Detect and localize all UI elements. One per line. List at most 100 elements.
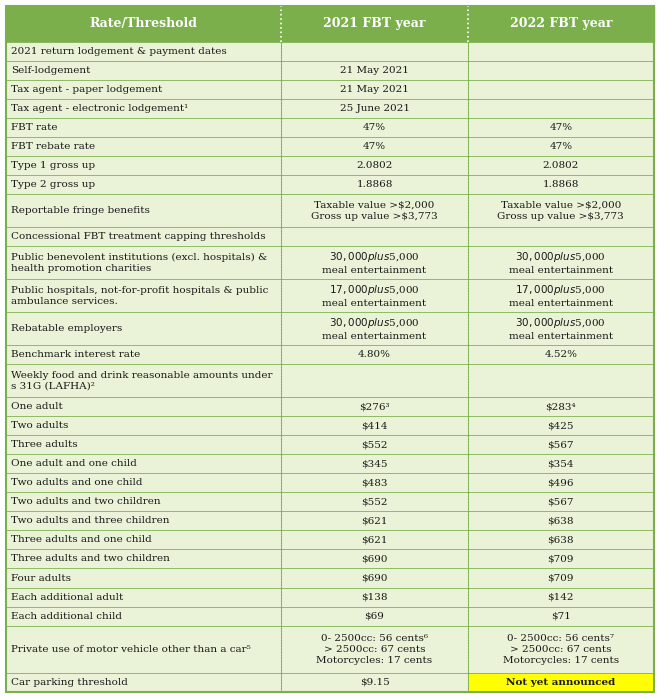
Bar [6,492,281,512]
Bar [6,607,281,625]
Text: $17,000 plus $5,000
meal entertainment: $17,000 plus $5,000 meal entertainment [509,283,613,308]
Text: $283⁴: $283⁴ [546,402,576,411]
Text: Private use of motor vehicle other than a car⁵: Private use of motor vehicle other than … [11,645,251,654]
Text: Three adults and two children: Three adults and two children [11,554,170,563]
Bar [281,156,468,175]
Bar [468,61,654,80]
Text: Car parking threshold: Car parking threshold [11,678,128,687]
Bar [468,156,654,175]
Bar [468,138,654,156]
Text: Self-lodgement: Self-lodgement [11,66,90,75]
Bar [468,194,654,228]
Text: Concessional FBT treatment capping thresholds: Concessional FBT treatment capping thres… [11,232,265,242]
Text: Type 1 gross up: Type 1 gross up [11,161,95,170]
Text: Two adults and three children: Two adults and three children [11,517,170,526]
Bar [281,345,468,364]
Text: 47%: 47% [549,123,572,132]
Text: 25 June 2021: 25 June 2021 [339,104,410,113]
Bar [468,246,654,279]
Bar [468,397,654,416]
Text: 2.0802: 2.0802 [356,161,393,170]
Text: Tax agent - paper lodgement: Tax agent - paper lodgement [11,85,162,94]
Bar [281,625,468,673]
Text: 47%: 47% [549,142,572,151]
Text: $690: $690 [361,574,388,583]
Bar [6,473,281,492]
Text: Weekly food and drink reasonable amounts under
s 31G (LAFHA)²: Weekly food and drink reasonable amounts… [11,371,273,390]
Bar [468,568,654,588]
Text: $138: $138 [361,593,388,602]
Bar [6,118,281,138]
Bar [468,607,654,625]
Text: Taxable value >$2,000
Gross up value >$3,773: Taxable value >$2,000 Gross up value >$3… [498,201,624,221]
Text: $567: $567 [548,498,574,506]
Bar [281,138,468,156]
Bar [281,99,468,118]
Text: $142: $142 [548,593,574,602]
Bar [6,42,281,61]
Text: 2021 FBT year: 2021 FBT year [323,17,426,31]
Bar [6,397,281,416]
Text: $345: $345 [361,459,388,468]
Bar [468,345,654,364]
Bar [6,568,281,588]
Text: Three adults and one child: Three adults and one child [11,535,152,544]
Bar [281,42,468,61]
Text: 21 May 2021: 21 May 2021 [340,66,409,75]
Bar [6,228,281,246]
Text: 21 May 2021: 21 May 2021 [340,85,409,94]
Text: 2021 return lodgement & payment dates: 2021 return lodgement & payment dates [11,47,227,56]
Bar [281,279,468,312]
Text: $496: $496 [548,478,574,487]
Bar [6,6,654,42]
Bar [6,345,281,364]
Bar [6,246,281,279]
Bar [468,492,654,512]
Bar [6,80,281,99]
Text: $552: $552 [361,440,388,450]
Text: Three adults: Three adults [11,440,78,450]
Bar [281,549,468,568]
Text: Rate/Threshold: Rate/Threshold [90,17,198,31]
Text: 47%: 47% [363,142,386,151]
Text: Not yet announced: Not yet announced [506,678,616,687]
Text: FBT rate: FBT rate [11,123,57,132]
Bar [281,228,468,246]
Bar [6,625,281,673]
Bar [468,416,654,435]
Text: 0- 2500cc: 56 cents⁷
> 2500cc: 67 cents
Motorcycles: 17 cents: 0- 2500cc: 56 cents⁷ > 2500cc: 67 cents … [503,634,619,664]
Bar [468,228,654,246]
Text: 47%: 47% [363,123,386,132]
Text: $71: $71 [551,611,571,621]
Text: Public hospitals, not-for-profit hospitals & public
ambulance services.: Public hospitals, not-for-profit hospita… [11,286,269,306]
Bar [6,99,281,118]
Bar [281,118,468,138]
Bar [6,194,281,228]
Bar [468,42,654,61]
Bar [281,397,468,416]
Bar [468,473,654,492]
Bar [281,473,468,492]
Bar [468,549,654,568]
Bar [6,61,281,80]
Text: 1.8868: 1.8868 [356,180,393,189]
Bar [281,175,468,194]
Bar [468,435,654,454]
Text: One adult: One adult [11,402,63,411]
Bar [6,156,281,175]
Text: $552: $552 [361,498,388,506]
Bar [281,512,468,530]
Bar [281,312,468,345]
Bar [6,364,281,397]
Text: $414: $414 [361,421,388,430]
Text: $30,000 plus $5,000
meal entertainment: $30,000 plus $5,000 meal entertainment [323,251,426,275]
Text: $276³: $276³ [359,402,390,411]
Bar [468,588,654,607]
Bar [281,364,468,397]
Text: 2022 FBT year: 2022 FBT year [510,17,612,31]
Bar [6,435,281,454]
Text: Taxable value >$2,000
Gross up value >$3,773: Taxable value >$2,000 Gross up value >$3… [311,201,438,221]
Text: Type 2 gross up: Type 2 gross up [11,180,95,189]
Bar [468,673,654,692]
Bar [6,416,281,435]
